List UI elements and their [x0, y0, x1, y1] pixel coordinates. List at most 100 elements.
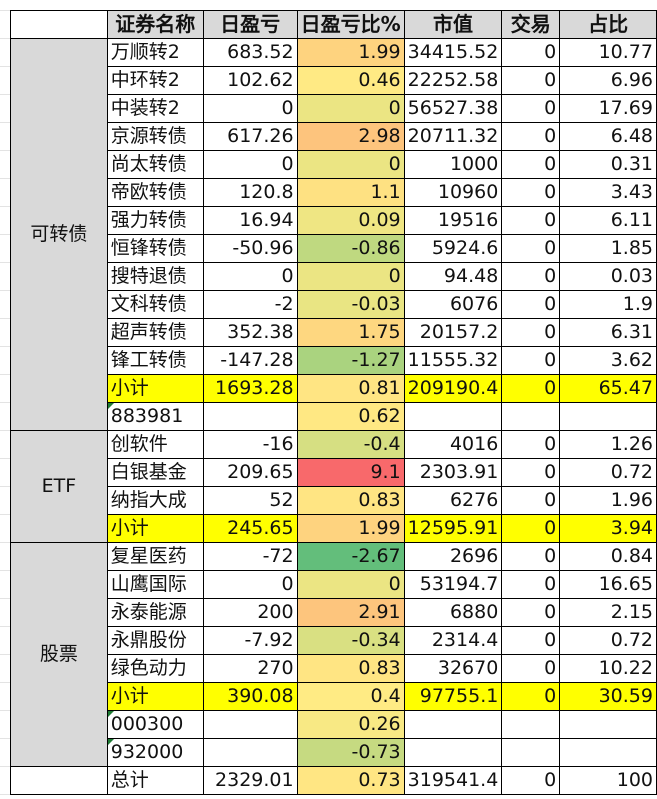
trade-cell[interactable] [501, 738, 561, 767]
share-cell[interactable]: 0.31 [559, 150, 657, 179]
pnl-cell[interactable]: 0 [202, 262, 298, 291]
trade-cell[interactable]: 0 [501, 598, 561, 627]
market-value-cell[interactable]: 34415.52 [403, 38, 503, 67]
header-share[interactable]: 占比 [559, 10, 657, 39]
security-name-cell[interactable]: 帝欧转债 [106, 178, 204, 207]
market-value-cell[interactable] [403, 738, 503, 767]
pnl-cell[interactable]: 200 [202, 598, 298, 627]
trade-cell[interactable]: 0 [501, 458, 561, 487]
security-name-cell[interactable]: 白银基金 [106, 458, 204, 487]
market-value-cell[interactable]: 319541.4 [403, 766, 503, 795]
market-value-cell[interactable]: 32670 [403, 654, 503, 683]
trade-cell[interactable]: 0 [501, 766, 561, 795]
trade-cell[interactable]: 0 [501, 122, 561, 151]
share-cell[interactable]: 6.48 [559, 122, 657, 151]
trade-cell[interactable]: 0 [501, 374, 561, 403]
share-cell[interactable]: 0.84 [559, 542, 657, 571]
share-cell[interactable]: 2.15 [559, 598, 657, 627]
share-cell[interactable] [559, 402, 657, 431]
market-value-cell[interactable]: 2696 [403, 542, 503, 571]
pct-cell[interactable]: -1.27 [296, 346, 405, 375]
pnl-cell[interactable]: -147.28 [202, 346, 298, 375]
market-value-cell[interactable]: 20157.2 [403, 318, 503, 347]
security-name-cell[interactable]: 永泰能源 [106, 598, 204, 627]
trade-cell[interactable]: 0 [501, 178, 561, 207]
security-name-cell[interactable]: 小计 [106, 374, 204, 403]
security-name-cell[interactable]: 超声转债 [106, 318, 204, 347]
trade-cell[interactable]: 0 [501, 430, 561, 459]
header-pnl[interactable]: 日盈亏 [202, 10, 298, 39]
pnl-cell[interactable]: -7.92 [202, 626, 298, 655]
pct-cell[interactable]: 1.99 [296, 38, 405, 67]
market-value-cell[interactable]: 6880 [403, 598, 503, 627]
market-value-cell[interactable]: 20711.32 [403, 122, 503, 151]
pct-cell[interactable]: 0.73 [296, 766, 405, 795]
pct-cell[interactable]: 0.4 [296, 682, 405, 711]
pct-cell[interactable]: 0 [296, 570, 405, 599]
security-name-cell[interactable]: 小计 [106, 514, 204, 543]
pct-cell[interactable]: 0.81 [296, 374, 405, 403]
pnl-cell[interactable] [202, 710, 298, 739]
security-name-cell[interactable]: 尚太转债 [106, 150, 204, 179]
share-cell[interactable]: 3.62 [559, 346, 657, 375]
share-cell[interactable]: 10.22 [559, 654, 657, 683]
share-cell[interactable]: 0.03 [559, 262, 657, 291]
group-label[interactable]: 股票 [10, 542, 108, 767]
group-label[interactable]: 可转债 [10, 38, 108, 431]
share-cell[interactable]: 1.9 [559, 290, 657, 319]
pnl-cell[interactable]: 102.62 [202, 66, 298, 95]
pct-cell[interactable]: 9.1 [296, 458, 405, 487]
pct-cell[interactable]: 0 [296, 150, 405, 179]
pnl-cell[interactable]: 1693.28 [202, 374, 298, 403]
market-value-cell[interactable]: 11555.32 [403, 346, 503, 375]
market-value-cell[interactable] [403, 402, 503, 431]
share-cell[interactable]: 100 [559, 766, 657, 795]
header-pct[interactable]: 日盈亏比% [296, 10, 405, 39]
pnl-cell[interactable]: 245.65 [202, 514, 298, 543]
pct-cell[interactable]: 0.62 [296, 402, 405, 431]
security-name-cell[interactable]: 万顺转2 [106, 38, 204, 67]
security-name-cell[interactable]: 纳指大成 [106, 486, 204, 515]
pct-cell[interactable]: 1.99 [296, 514, 405, 543]
trade-cell[interactable]: 0 [501, 150, 561, 179]
security-name-cell[interactable]: 000300 [106, 710, 204, 739]
pct-cell[interactable]: 0 [296, 94, 405, 123]
trade-cell[interactable]: 0 [501, 346, 561, 375]
pct-cell[interactable]: -0.4 [296, 430, 405, 459]
market-value-cell[interactable]: 12595.91 [403, 514, 503, 543]
group-label[interactable]: ETF [10, 430, 108, 543]
share-cell[interactable]: 17.69 [559, 94, 657, 123]
market-value-cell[interactable]: 6076 [403, 290, 503, 319]
security-name-cell[interactable]: 883981 [106, 402, 204, 431]
pct-cell[interactable]: -2.67 [296, 542, 405, 571]
pct-cell[interactable]: 0.83 [296, 486, 405, 515]
share-cell[interactable]: 1.85 [559, 234, 657, 263]
trade-cell[interactable]: 0 [501, 290, 561, 319]
pnl-cell[interactable] [202, 738, 298, 767]
trade-cell[interactable]: 0 [501, 486, 561, 515]
security-name-cell[interactable]: 搜特退债 [106, 262, 204, 291]
market-value-cell[interactable]: 19516 [403, 206, 503, 235]
security-name-cell[interactable]: 小计 [106, 682, 204, 711]
trade-cell[interactable]: 0 [501, 66, 561, 95]
pnl-cell[interactable]: 390.08 [202, 682, 298, 711]
security-name-cell[interactable]: 永鼎股份 [106, 626, 204, 655]
market-value-cell[interactable]: 22252.58 [403, 66, 503, 95]
share-cell[interactable]: 1.26 [559, 430, 657, 459]
pnl-cell[interactable]: -2 [202, 290, 298, 319]
pnl-cell[interactable]: 270 [202, 654, 298, 683]
security-name-cell[interactable]: 中环转2 [106, 66, 204, 95]
trade-cell[interactable] [501, 402, 561, 431]
pnl-cell[interactable]: 0 [202, 570, 298, 599]
security-name-cell[interactable]: 恒锋转债 [106, 234, 204, 263]
pnl-cell[interactable]: -72 [202, 542, 298, 571]
trade-cell[interactable]: 0 [501, 38, 561, 67]
market-value-cell[interactable]: 2303.91 [403, 458, 503, 487]
header-corner[interactable] [10, 10, 108, 39]
trade-cell[interactable]: 0 [501, 542, 561, 571]
trade-cell[interactable]: 0 [501, 262, 561, 291]
pnl-cell[interactable] [202, 402, 298, 431]
pnl-cell[interactable]: 0 [202, 150, 298, 179]
market-value-cell[interactable]: 4016 [403, 430, 503, 459]
trade-cell[interactable]: 0 [501, 318, 561, 347]
